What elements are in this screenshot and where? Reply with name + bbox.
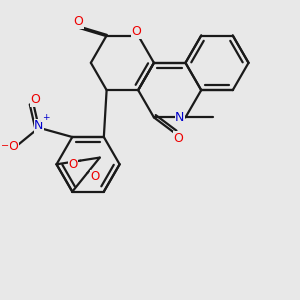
Text: +: + <box>42 113 49 122</box>
Text: N: N <box>34 119 44 132</box>
Text: O: O <box>173 132 183 145</box>
Text: O: O <box>73 15 83 28</box>
Text: O: O <box>30 93 40 106</box>
Text: O: O <box>8 140 18 153</box>
Text: −: − <box>2 141 10 151</box>
Text: O: O <box>131 25 141 38</box>
Text: O: O <box>90 170 100 183</box>
Text: N: N <box>175 111 184 124</box>
Text: O: O <box>68 158 77 171</box>
